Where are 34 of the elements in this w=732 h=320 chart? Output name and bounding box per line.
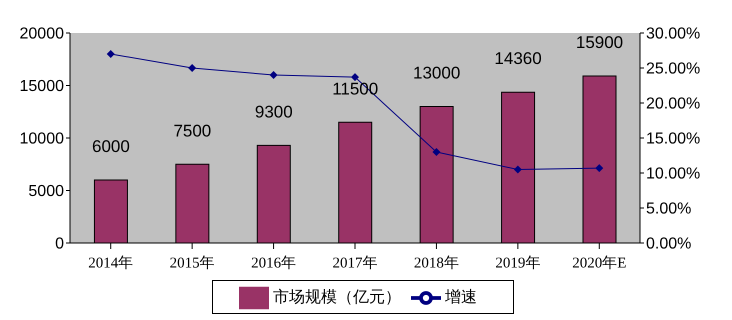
point bbox=[595, 164, 604, 172]
y2-tick-label: 5.00% bbox=[646, 200, 692, 218]
data-label: 15900 bbox=[576, 33, 624, 52]
x-tick-label: 2018年 bbox=[414, 254, 459, 272]
x-tick-label: 2016年 bbox=[251, 254, 296, 272]
x-tick-label: 2014年 bbox=[88, 254, 134, 272]
point bbox=[351, 73, 359, 82]
point bbox=[188, 64, 196, 72]
x-tick-label: 2020年E bbox=[572, 254, 626, 272]
y2-tick-label: 15.00% bbox=[646, 130, 700, 148]
x-tick-label: 2019年 bbox=[495, 254, 540, 272]
y2-tick-label: 0.00% bbox=[646, 236, 692, 253]
y2-tick-label: 20.00% bbox=[646, 96, 700, 113]
y-tick-label: 5000 bbox=[28, 183, 64, 200]
legend-label: 市场规模（亿元） bbox=[273, 289, 401, 306]
y2-tick-label: 10.00% bbox=[646, 166, 700, 183]
point bbox=[270, 71, 278, 79]
data-label: 7500 bbox=[173, 121, 212, 140]
x-tick-label: 2017年 bbox=[332, 254, 378, 272]
y-tick-label: 0 bbox=[55, 236, 64, 253]
point bbox=[432, 148, 440, 156]
y2-tick-label: 25.00% bbox=[646, 60, 700, 78]
data-label: 14360 bbox=[494, 49, 542, 68]
point bbox=[514, 166, 522, 174]
y-tick-label: 10000 bbox=[20, 130, 64, 148]
data-label: 13000 bbox=[413, 64, 460, 82]
data-label: 9300 bbox=[254, 102, 293, 122]
y-tick-label: 15000 bbox=[20, 78, 64, 96]
y-tick-label: 20000 bbox=[20, 26, 64, 43]
point bbox=[106, 50, 115, 58]
y2-tick-label: 30.00% bbox=[646, 26, 700, 43]
data-label: 6000 bbox=[92, 137, 130, 156]
x-tick-label: 2015年 bbox=[170, 254, 215, 272]
legend-label: 增速 bbox=[445, 289, 477, 306]
